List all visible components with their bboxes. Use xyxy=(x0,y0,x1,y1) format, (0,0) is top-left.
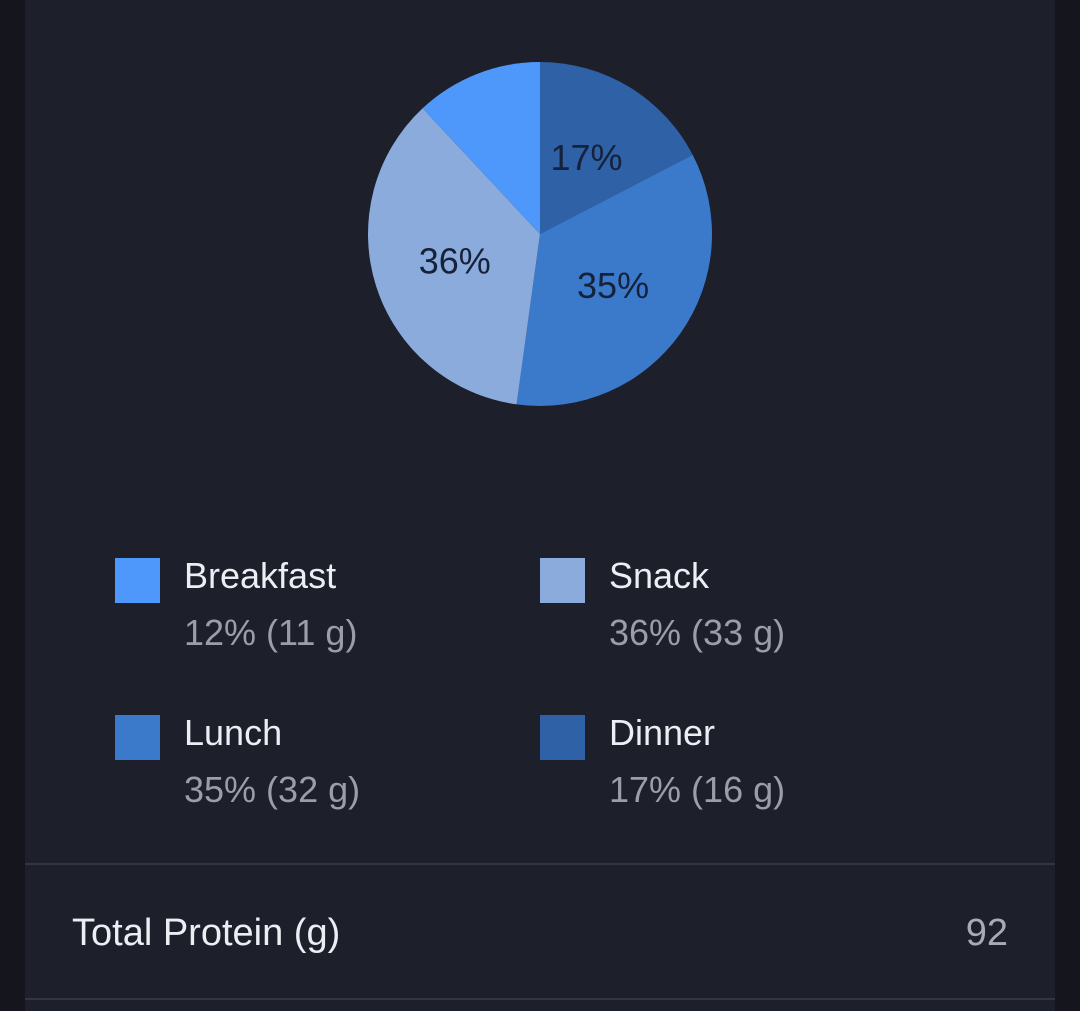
total-protein-value: 92 xyxy=(965,912,1008,954)
pie-chart-svg: 17% 35% 36% xyxy=(367,62,712,406)
legend-item-lunch: Lunch 35% (32 g) xyxy=(115,712,495,825)
legend-swatch-snack xyxy=(540,558,585,603)
pie-label-lunch: 35% xyxy=(577,265,649,306)
legend-value-lunch: 35% (32 g) xyxy=(184,769,361,810)
pie-label-snack: 36% xyxy=(419,241,491,282)
pie-label-dinner: 17% xyxy=(550,137,622,178)
pie-slice-snack xyxy=(367,108,540,405)
legend-name-breakfast: Breakfast xyxy=(184,555,337,596)
legend-name-snack: Snack xyxy=(609,555,710,596)
legend-item-dinner: Dinner 17% (16 g) xyxy=(540,712,920,825)
divider-top xyxy=(25,863,1055,865)
legend-name-lunch: Lunch xyxy=(184,712,283,753)
chart-legend: Breakfast 12% (11 g) Snack 36% (33 g) Lu… xyxy=(25,0,1055,860)
legend-swatch-lunch xyxy=(115,715,160,760)
legend-value-snack: 36% (33 g) xyxy=(609,612,786,653)
pie-chart: 17% 35% 36% xyxy=(25,0,1055,470)
legend-swatch-dinner xyxy=(540,715,585,760)
legend-swatch-breakfast xyxy=(115,558,160,603)
legend-item-snack: Snack 36% (33 g) xyxy=(540,555,920,668)
legend-name-dinner: Dinner xyxy=(609,712,716,753)
total-protein-label: Total Protein (g) xyxy=(72,912,341,954)
legend-value-breakfast: 12% (11 g) xyxy=(184,612,358,653)
legend-value-dinner: 17% (16 g) xyxy=(609,769,786,810)
protein-card: 17% 35% 36% Breakfast 12% (11 g) Snack 36%… xyxy=(25,0,1055,1011)
total-protein-row: Total Protein (g) 92 xyxy=(25,866,1055,998)
divider-bottom xyxy=(25,998,1055,1000)
legend-item-breakfast: Breakfast 12% (11 g) xyxy=(115,555,495,668)
pie-slice-breakfast xyxy=(422,62,540,234)
pie-slice-lunch xyxy=(516,154,712,406)
pie-slice-dinner xyxy=(540,62,693,234)
